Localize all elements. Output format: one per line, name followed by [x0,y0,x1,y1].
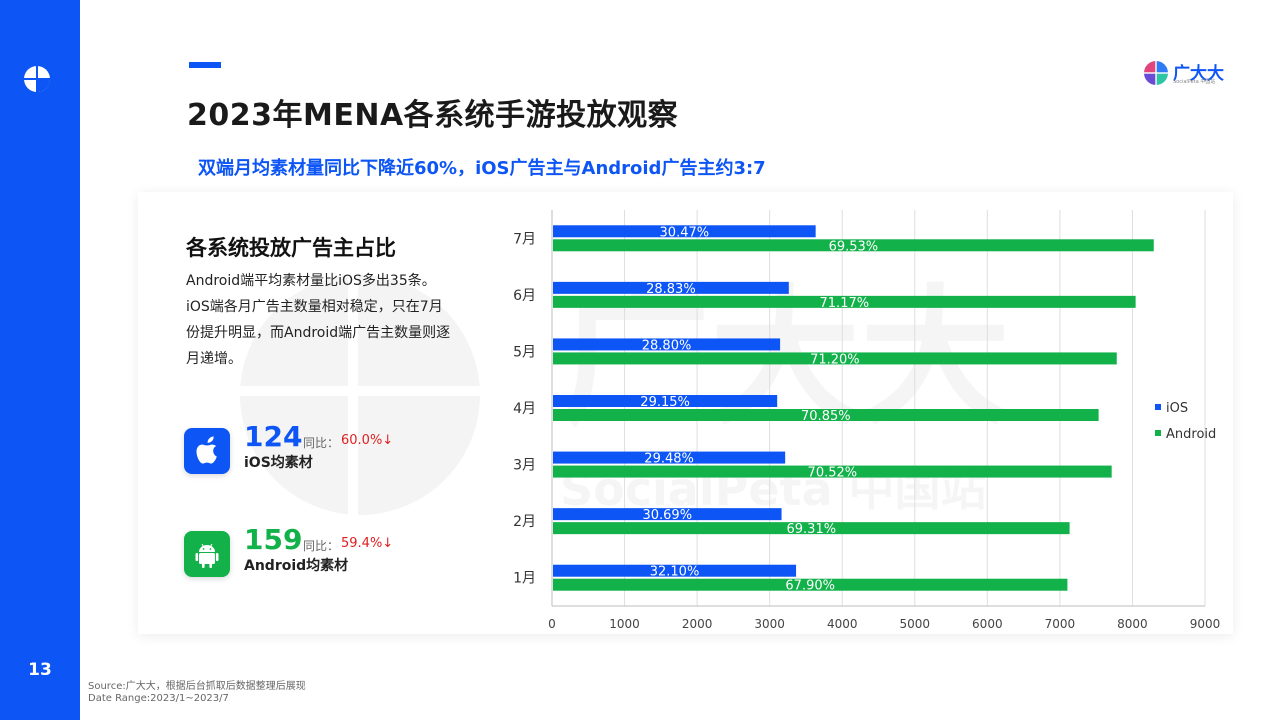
title-accent-bar [189,62,221,68]
brand-name: 广大大 [1173,64,1224,84]
y-category-label: 4月 [513,401,536,417]
bar-data-label: 71.20% [810,352,860,367]
page-title: 2023年MENA各系统手游投放观察 [187,98,679,133]
x-tick-label: 3000 [754,617,785,631]
legend-label-ios: iOS [1166,401,1188,416]
brand-subtitle: SocialPeta 中国站 [1173,79,1216,85]
android-icon [184,531,230,577]
sidebar: 13 [0,0,80,720]
stat-android: 159 同比： 59.4%↓ Android均素材 [184,523,444,581]
bar-ios [553,451,786,464]
bar-ios [553,508,782,521]
page-number: 13 [28,660,52,680]
bar-data-label: 70.85% [801,409,851,424]
brand-logo: 广大大 SocialPeta 中国站 [1143,58,1233,88]
bar-data-label: 30.47% [660,225,710,240]
bar-data-label: 29.15% [640,395,690,410]
bar-android [553,522,1070,535]
x-tick-label: 8000 [1117,617,1148,631]
stat-ios-yoy-label: 同比： [303,436,340,450]
bar-ios [553,225,816,238]
bar-data-label: 28.83% [646,282,696,297]
x-tick-label: 0 [548,617,556,631]
x-tick-label: 4000 [827,617,858,631]
bar-android [553,578,1068,591]
y-category-label: 6月 [513,288,536,304]
y-category-label: 7月 [513,231,536,247]
panel-title: 各系统投放广告主占比 [186,236,396,260]
bar-data-label: 32.10% [650,565,700,580]
bar-ios [553,338,781,351]
bar-data-label: 30.69% [642,508,692,523]
bar-data-label: 28.80% [642,338,692,353]
date-range-line: Date Range:2023/1~2023/7 [88,693,229,704]
x-tick-label: 9000 [1190,617,1221,631]
page-subtitle: 双端月均素材量同比下降近60%，iOS广告主与Android广告主约3:7 [198,158,766,179]
x-tick-label: 2000 [682,617,713,631]
stat-android-yoy-value: 59.4%↓ [341,536,394,551]
x-tick-label: 1000 [609,617,640,631]
stat-ios: 124 同比： 60.0%↓ iOS均素材 [184,420,444,478]
bar-android [553,295,1136,308]
bar-ios [553,564,797,577]
bar-data-label: 71.17% [820,296,870,311]
apple-icon [184,428,230,474]
legend-swatch-android [1155,430,1161,436]
bar-data-label: 69.31% [787,522,837,537]
stat-ios-value: 124 [244,420,303,453]
brand-logo-icon [24,66,50,92]
source-note: Source:广大大，根据后台抓取后数据整理后展现 Date Range:202… [88,681,306,705]
bar-android [553,239,1154,252]
x-tick-label: 7000 [1045,617,1076,631]
stat-ios-label: iOS均素材 [244,455,313,471]
x-tick-label: 5000 [900,617,931,631]
bar-ios [553,395,778,407]
legend-label-android: Android [1166,427,1216,442]
bar-ios [553,281,789,294]
bar-data-label: 67.90% [785,579,835,594]
stat-android-yoy-label: 同比： [303,539,340,553]
bar-android [553,465,1112,478]
y-category-label: 5月 [513,344,536,360]
source-line: Source:广大大，根据后台抓取后数据整理后展现 [88,681,306,692]
stat-android-value: 159 [244,523,303,556]
stat-android-label: Android均素材 [244,558,349,574]
bar-android [553,352,1117,365]
x-tick-label: 6000 [972,617,1003,631]
legend-swatch-ios [1155,404,1161,410]
y-category-label: 1月 [513,571,536,587]
y-category-label: 2月 [513,514,536,530]
stat-ios-yoy-value: 60.0%↓ [341,433,394,448]
bar-data-label: 69.53% [829,239,879,254]
brand-mark-icon [1144,61,1168,85]
bar-data-label: 29.48% [644,452,694,467]
bar-data-label: 70.52% [808,466,858,481]
panel-description: Android端平均素材量比iOS多出35条。iOS端各月广告主数量相对稳定，只… [186,273,451,367]
y-category-label: 3月 [513,458,536,474]
bar-android [553,409,1099,421]
